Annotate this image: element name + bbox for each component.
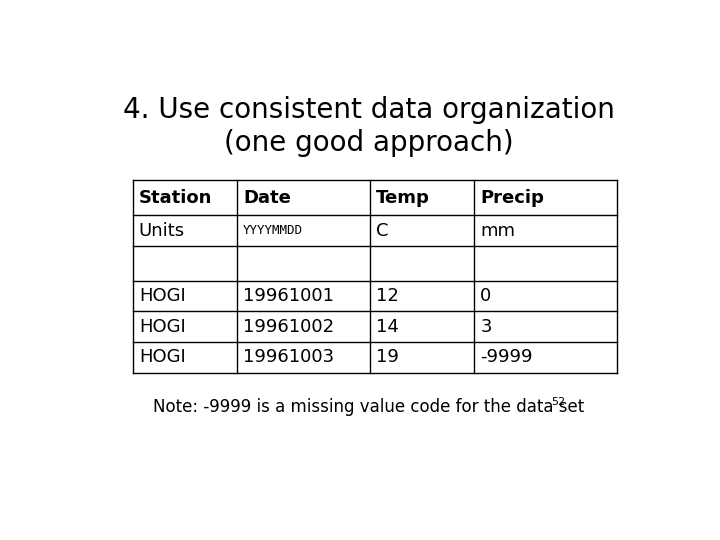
Text: 52: 52 xyxy=(551,397,565,407)
Text: Units: Units xyxy=(139,221,185,240)
Text: Station: Station xyxy=(139,189,212,207)
Text: YYYYMMDD: YYYYMMDD xyxy=(243,224,303,237)
Text: Date: Date xyxy=(243,189,291,207)
Text: 19961001: 19961001 xyxy=(243,287,334,305)
Text: C: C xyxy=(376,221,389,240)
Text: Temp: Temp xyxy=(376,189,430,207)
Text: HOGI: HOGI xyxy=(139,287,186,305)
Text: 0: 0 xyxy=(480,287,492,305)
Text: mm: mm xyxy=(480,221,516,240)
Text: HOGI: HOGI xyxy=(139,318,186,336)
Text: 19: 19 xyxy=(376,348,399,367)
Text: -9999: -9999 xyxy=(480,348,533,367)
Text: Note: -9999 is a missing value code for the data set: Note: -9999 is a missing value code for … xyxy=(153,399,585,416)
Text: 14: 14 xyxy=(376,318,399,336)
Text: 19961002: 19961002 xyxy=(243,318,334,336)
Text: Precip: Precip xyxy=(480,189,544,207)
Text: HOGI: HOGI xyxy=(139,348,186,367)
Text: 3: 3 xyxy=(480,318,492,336)
Text: 19961003: 19961003 xyxy=(243,348,334,367)
Text: 4. Use consistent data organization
(one good approach): 4. Use consistent data organization (one… xyxy=(123,96,615,157)
Text: 12: 12 xyxy=(376,287,399,305)
